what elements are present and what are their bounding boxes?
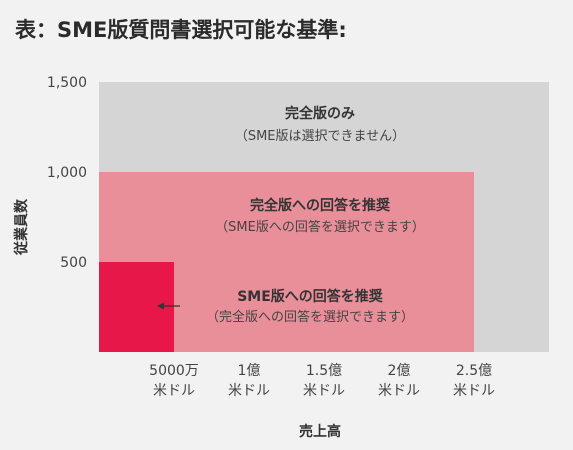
zone-subtitle-full-only: （SME版は選択できません） xyxy=(235,129,405,144)
zone-subtitle-sme-recommended: （完全版への回答を選択できます） xyxy=(206,309,414,325)
x-tick-label: 2.5億 xyxy=(456,363,492,379)
zone-title-full-recommended: 完全版への回答を推奨 xyxy=(250,197,391,214)
y-tick-label: 1,000 xyxy=(47,165,87,181)
zone-title-full-only: 完全版のみ xyxy=(285,105,355,122)
x-tick-label: 5000万 xyxy=(149,363,199,379)
zone-labels-layer: 完全版のみ （SME版は選択できません） 完全版への回答を推奨 （SME版への回答を選… xyxy=(157,105,425,325)
zones-layer xyxy=(99,82,549,352)
x-tick-label: 2億 xyxy=(388,363,411,379)
x-tick-unit: 米ドル xyxy=(378,383,420,399)
x-tick-label: 1億 xyxy=(238,363,261,379)
y-tick-label: 500 xyxy=(60,255,87,271)
arrow-icon xyxy=(157,302,180,310)
x-axis-title: 売上高 xyxy=(299,423,341,440)
y-axis-title: 従業員数 xyxy=(13,198,30,256)
zone-subtitle-full-recommended: （SME版への回答を選択できます） xyxy=(215,219,425,235)
y-tick-label: 1,500 xyxy=(47,75,87,91)
x-tick-unit: 米ドル xyxy=(228,383,270,399)
page-title: 表：SME版質問書選択可能な基準: xyxy=(15,18,347,42)
x-tick-unit: 米ドル xyxy=(453,383,495,399)
zone-title-sme-recommended: SME版への回答を推奨 xyxy=(237,288,384,305)
x-tick-label: 1.5億 xyxy=(306,363,342,379)
x-tick-unit: 米ドル xyxy=(153,383,195,399)
x-tick-unit: 米ドル xyxy=(303,383,345,399)
